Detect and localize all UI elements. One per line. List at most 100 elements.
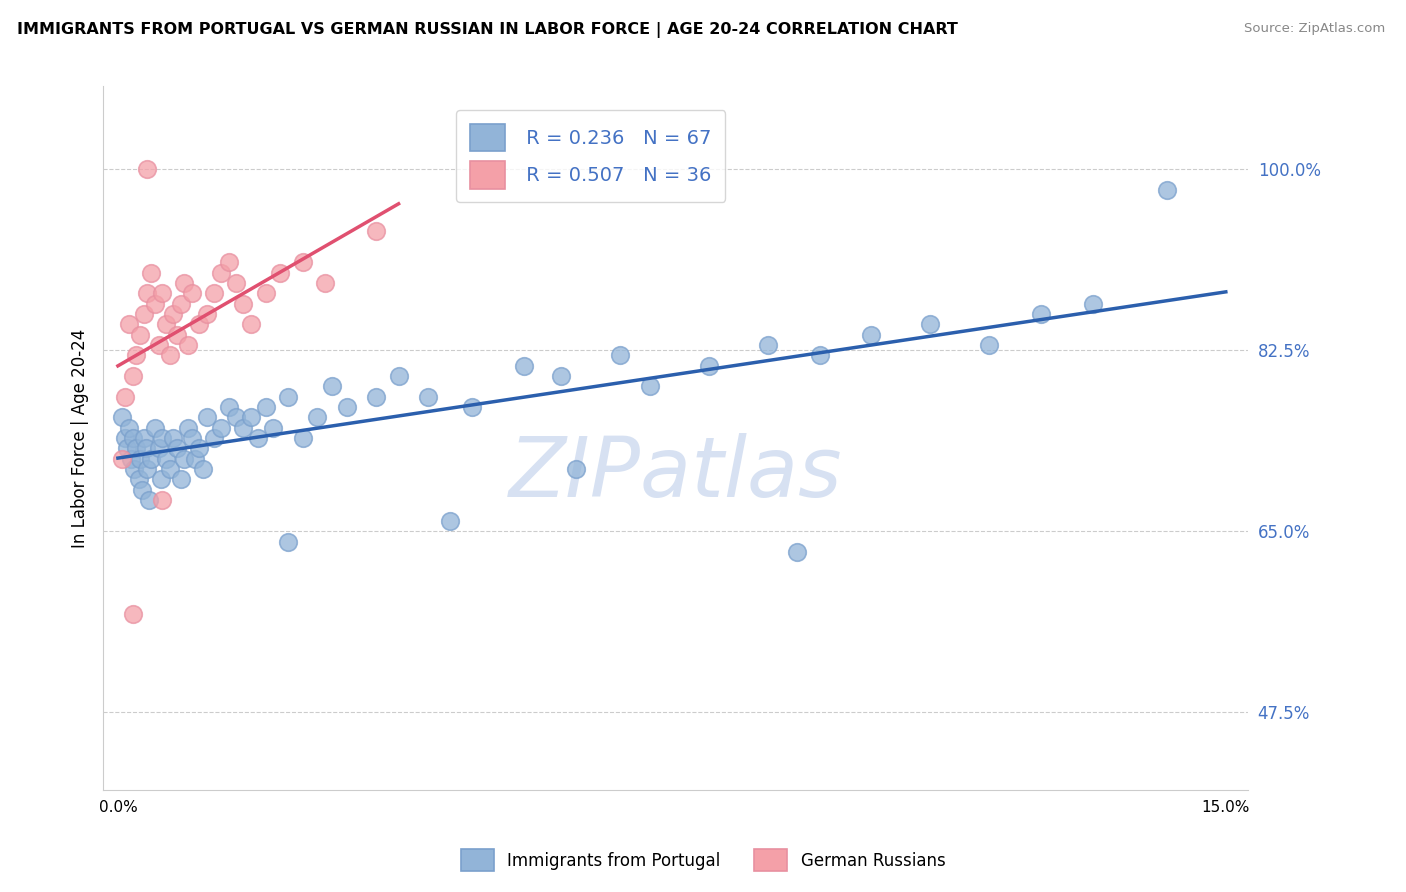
Point [336,400,359,414]
Point [1081,296,1104,310]
Point [314,276,336,290]
Point [148,442,170,456]
Text: ZIPatlas: ZIPatlas [509,433,842,514]
Point [136,286,159,301]
Point [513,359,536,373]
Text: IMMIGRANTS FROM PORTUGAL VS GERMAN RUSSIAN IN LABOR FORCE | AGE 20-24 CORRELATIO: IMMIGRANTS FROM PORTUGAL VS GERMAN RUSSI… [17,22,957,38]
Point [143,421,166,435]
Point [277,390,299,404]
Point [291,255,314,269]
Point [143,296,166,310]
Point [860,327,883,342]
Point [118,421,141,435]
Point [291,431,314,445]
Point [138,493,160,508]
Point [195,410,218,425]
Point [121,431,143,445]
Point [920,318,942,332]
Point [191,462,214,476]
Point [180,431,202,445]
Point [247,431,270,445]
Point [461,400,484,414]
Point [115,442,138,456]
Point [188,318,211,332]
Point [132,307,155,321]
Point [150,431,173,445]
Point [121,607,143,621]
Point [129,451,152,466]
Point [209,266,232,280]
Point [979,338,1001,352]
Point [786,545,808,559]
Point [118,318,141,332]
Point [135,442,157,456]
Point [149,473,172,487]
Y-axis label: In Labor Force | Age 20-24: In Labor Force | Age 20-24 [72,328,89,548]
Point [254,400,277,414]
Point [125,348,148,362]
Point [232,296,254,310]
Point [150,286,173,301]
Point [202,286,225,301]
Point [166,442,188,456]
Point [232,421,254,435]
Point [125,442,148,456]
Text: Source: ZipAtlas.com: Source: ZipAtlas.com [1244,22,1385,36]
Point [159,462,181,476]
Point [565,462,588,476]
Point [218,255,240,269]
Legend:  R = 0.236   N = 67,  R = 0.507   N = 36: R = 0.236 N = 67, R = 0.507 N = 36 [457,110,725,202]
Point [162,307,184,321]
Point [366,224,388,238]
Point [177,338,200,352]
Point [139,266,162,280]
Point [416,390,439,404]
Point [136,162,159,177]
Point [321,379,343,393]
Point [177,421,200,435]
Point [550,369,572,384]
Point [225,410,247,425]
Point [180,286,202,301]
Point [756,338,779,352]
Point [366,390,388,404]
Point [262,421,284,435]
Point [148,338,170,352]
Point [139,451,162,466]
Point [131,483,153,497]
Point [609,348,631,362]
Point [307,410,329,425]
Point [239,410,262,425]
Point [170,296,193,310]
Point [155,318,177,332]
Point [129,327,152,342]
Point [170,473,193,487]
Point [155,451,177,466]
Point [1156,183,1178,197]
Point [110,451,132,466]
Point [269,266,291,280]
Point [114,390,136,404]
Point [162,431,184,445]
Point [121,369,143,384]
Point [132,431,155,445]
Point [188,442,211,456]
Point [110,410,132,425]
Point [122,462,145,476]
Point [697,359,720,373]
Point [173,276,195,290]
Point [159,348,181,362]
Point [166,327,188,342]
Point [387,369,409,384]
Point [114,431,136,445]
Point [195,307,218,321]
Point [225,276,247,290]
Point [128,473,150,487]
Point [150,493,173,508]
Point [136,462,159,476]
Point [1031,307,1053,321]
Point [277,534,299,549]
Point [808,348,831,362]
Point [218,400,240,414]
Point [202,431,225,445]
